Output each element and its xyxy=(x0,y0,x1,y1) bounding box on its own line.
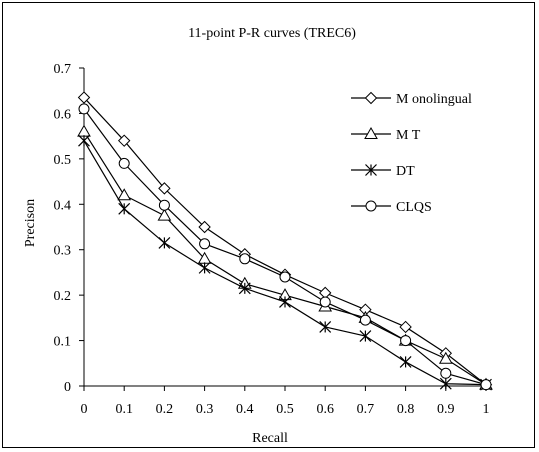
data-point xyxy=(399,355,412,368)
x-axis-label: Recall xyxy=(252,431,288,446)
legend-item: DT xyxy=(351,164,415,179)
series-line xyxy=(83,131,487,386)
data-point xyxy=(480,379,492,391)
x-tick-label: 0.9 xyxy=(437,402,455,417)
x-tick-label: 0 xyxy=(81,402,88,417)
data-point xyxy=(238,282,251,295)
data-point xyxy=(77,91,91,104)
data-point xyxy=(199,238,211,250)
legend-item: M T xyxy=(351,126,421,143)
legend-item: CLQS xyxy=(351,200,432,215)
legend-marker xyxy=(364,126,378,139)
y-tick-label: 0.6 xyxy=(54,107,72,122)
data-point xyxy=(117,134,131,147)
series-2 xyxy=(78,134,492,391)
data-point xyxy=(239,253,251,265)
y-tick-label: 0.4 xyxy=(54,198,72,213)
series-line xyxy=(83,97,487,386)
series-line xyxy=(83,108,487,386)
x-tick-label: 0.4 xyxy=(236,402,254,417)
data-point xyxy=(319,296,331,308)
series-1 xyxy=(77,124,493,390)
x-tick-label: 0.3 xyxy=(196,402,214,417)
data-point xyxy=(77,124,91,137)
data-point xyxy=(118,157,130,169)
chart-title: 11-point P-R curves (TREC6) xyxy=(188,26,356,41)
data-point xyxy=(117,188,132,201)
y-tick-label: 0.1 xyxy=(54,335,72,350)
legend-label: M T xyxy=(396,128,421,143)
data-point xyxy=(118,202,131,215)
data-point xyxy=(157,208,172,221)
legend-marker xyxy=(365,200,377,212)
data-point xyxy=(158,199,170,211)
data-point xyxy=(78,134,90,147)
x-tick-label: 0.1 xyxy=(115,402,133,417)
x-tick-label: 0.5 xyxy=(276,402,294,417)
x-tick-label: 1 xyxy=(483,402,490,417)
legend-item: M onolingual xyxy=(351,91,472,107)
y-tick-label: 0.7 xyxy=(54,62,72,77)
series-line xyxy=(83,140,487,386)
series-0 xyxy=(77,91,493,391)
series-3 xyxy=(78,103,492,391)
x-tick-label: 0.7 xyxy=(357,402,375,417)
data-point xyxy=(198,261,211,274)
data-point xyxy=(279,271,291,283)
y-axis-label: Precison xyxy=(23,199,38,247)
legend-marker xyxy=(364,91,378,105)
x-tick-label: 0.6 xyxy=(316,402,334,417)
x-tick-label: 0.2 xyxy=(156,402,174,417)
data-point xyxy=(158,236,171,249)
plot-area: 0 0.1 0.2 0.3 0.4 0.5 0.6 0.7 0 0.1 0.2 0.3 0.4 0.5 0.… xyxy=(54,62,493,417)
data-point xyxy=(440,367,452,379)
data-point xyxy=(400,335,412,347)
data-point xyxy=(359,314,371,326)
y-tick-label: 0 xyxy=(64,380,71,395)
y-tick-label: 0.3 xyxy=(54,244,72,259)
data-point xyxy=(279,296,291,308)
data-point xyxy=(198,220,211,234)
legend-label: M onolingual xyxy=(396,92,472,107)
data-point xyxy=(158,182,171,195)
data-point xyxy=(399,320,412,334)
data-point xyxy=(78,103,90,115)
y-tick-label: 0.5 xyxy=(54,153,72,168)
x-tick-label: 0.8 xyxy=(397,402,415,417)
data-point xyxy=(438,351,453,364)
legend: M onolingual M T DT CLQS xyxy=(351,91,472,215)
y-tick-label: 0.2 xyxy=(54,289,72,304)
legend-label: DT xyxy=(396,164,415,179)
legend-label: CLQS xyxy=(396,200,432,215)
data-point xyxy=(319,321,332,333)
legend-marker xyxy=(365,164,377,176)
data-point xyxy=(359,330,372,342)
data-point xyxy=(439,377,452,390)
